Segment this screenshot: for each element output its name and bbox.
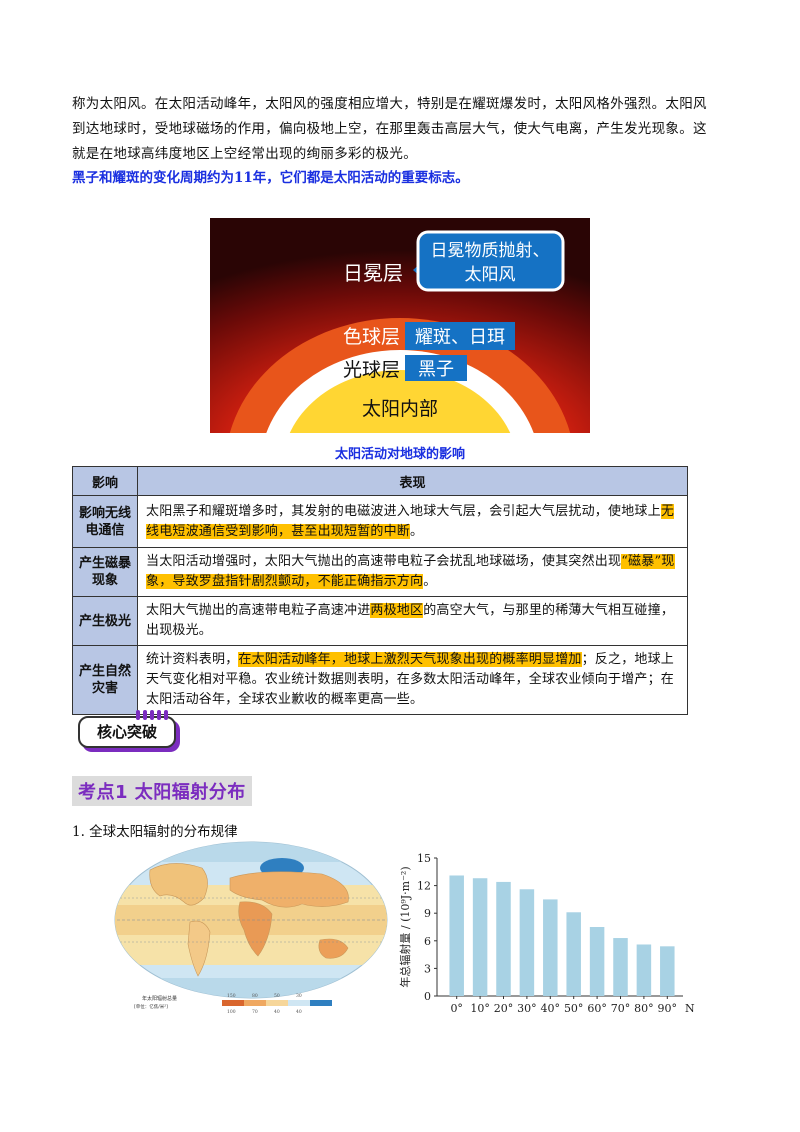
- corona-tag-box: [416, 230, 565, 292]
- world-radiation-map: 年太阳辐射总量 [单位：亿焦/米²] 150 80 50 30 100 70 4…: [114, 841, 388, 1015]
- corona-label: 日冕层: [343, 261, 403, 285]
- x-tick-label: 0°: [450, 1002, 463, 1015]
- eurasia: [229, 871, 349, 908]
- row-head: 产生极光: [72, 596, 138, 646]
- core-breakthrough-badge: 核心突破: [78, 710, 180, 752]
- column-header-effect: 表现: [137, 466, 688, 496]
- bar-70°: [613, 938, 628, 996]
- radiation-by-latitude-chart: 0 3 6 9 12 15 0° 10° 20° 30° 40° 50° 60° 70° 80° 90° N 年总…: [398, 852, 695, 1015]
- x-axis-end-label: N: [685, 1002, 695, 1015]
- table-row: 产生磁暴现象 当太阳活动增强时，太阳大气抛出的高速带电粒子会扰乱地球磁场，使其突…: [72, 547, 688, 597]
- bar-20°: [496, 881, 511, 996]
- chromosphere-label: 色球层: [343, 326, 400, 348]
- sun-interior: [289, 370, 511, 433]
- y-tick-label: 3: [424, 962, 431, 975]
- africa: [238, 901, 273, 957]
- highlight: 两极地区: [370, 603, 424, 618]
- svg-text:30: 30: [296, 993, 302, 999]
- table-row: 影响无线电通信 太阳黑子和耀斑增多时，其发射的电磁波进入地球大气层，会引起大气层…: [72, 495, 688, 548]
- svg-text:50: 50: [274, 993, 280, 999]
- intro-line-3: 就是在地球高纬度地区上空经常出现的绚丽多彩的极光。: [72, 146, 417, 162]
- row-body: 当太阳活动增强时，太阳大气抛出的高速带电粒子会扰乱地球磁场，使其突然出现“磁暴”…: [137, 547, 688, 597]
- svg-text:100: 100: [227, 1009, 236, 1015]
- map-legend: 年太阳辐射总量 [单位：亿焦/米²] 150 80 50 30 100 70 4…: [134, 993, 332, 1015]
- y-tick-label: 12: [417, 880, 431, 893]
- corona-tag-line1: 日冕物质抛射、: [431, 241, 550, 261]
- bar-80°: [636, 944, 652, 996]
- x-tick-label: 30°: [517, 1002, 537, 1015]
- table-header-row: 影响 表现: [72, 466, 688, 496]
- table-row: 产生极光 太阳大气抛出的高速带电粒子高速冲进两极地区的高空大气，与那里的稀薄大气…: [72, 596, 688, 646]
- row-body: 太阳黑子和耀斑增多时，其发射的电磁波进入地球大气层，会引起大气层扰动，使地球上无…: [137, 495, 688, 548]
- y-tick-label: 15: [417, 852, 431, 865]
- intro-line-2: 到达地球时，受地球磁场的作用，偏向极地上空，在那里轰击高层大气，使大气电离，产生…: [72, 121, 707, 137]
- x-tick-label: 20°: [494, 1002, 514, 1015]
- bar-0°: [449, 875, 464, 996]
- y-tick-label: 0: [424, 990, 431, 1003]
- key-point: 黑子和耀斑的变化周期约为11年，它们都是太阳活动的重要标志。: [72, 170, 469, 186]
- bar-90°: [660, 946, 675, 996]
- badge-label: 核心突破: [96, 723, 157, 741]
- x-tick-label: 90°: [658, 1002, 678, 1015]
- svg-text:80: 80: [252, 993, 258, 999]
- legend-title-1: 年太阳辐射总量: [142, 995, 177, 1002]
- bar-60°: [589, 927, 605, 996]
- bar-40°: [543, 899, 558, 996]
- chromosphere-tag: 耀斑、日珥: [415, 327, 505, 348]
- x-tick-label: 40°: [541, 1002, 561, 1015]
- impact-table: 影响 表现 影响无线电通信 太阳黑子和耀斑增多时，其发射的电磁波进入地球大气层，…: [72, 466, 688, 715]
- column-header-impact: 影响: [72, 466, 138, 496]
- bar-10°: [472, 878, 488, 996]
- row-head: 产生磁暴现象: [72, 547, 138, 597]
- interior-label: 太阳内部: [362, 398, 438, 420]
- y-tick-label: 6: [424, 935, 431, 948]
- row-body: 太阳大气抛出的高速带电粒子高速冲进两极地区的高空大气，与那里的稀薄大气相互碰撞，…: [137, 596, 688, 646]
- y-tick-label: 9: [424, 907, 431, 920]
- sun-layers-figure: 日冕物质抛射、 太阳风 日冕层 色球层 耀斑、日珥 光球层 黑子 太阳内部: [210, 218, 590, 433]
- photosphere-label: 光球层: [343, 359, 400, 381]
- subheading: 1. 全球太阳辐射的分布规律: [72, 824, 238, 840]
- svg-text:40: 40: [296, 1009, 302, 1015]
- photosphere-tag-box: [405, 355, 467, 381]
- row-body: 统计资料表明，在太阳活动峰年，地球上激烈天气现象出现的概率明显增加；反之，地球上…: [137, 645, 688, 715]
- legend-title-2: [单位：亿焦/米²]: [134, 1003, 168, 1010]
- corona-tag-line2: 太阳风: [465, 265, 516, 285]
- table-caption: 太阳活动对地球的影响: [334, 447, 465, 462]
- intro-line-1: 称为太阳风。在太阳活动峰年，太阳风的强度相应增大，特别是在耀斑爆发时，太阳风格外…: [72, 96, 707, 112]
- svg-text:70: 70: [252, 1009, 258, 1015]
- row-head: 产生自然灾害: [72, 645, 138, 715]
- svg-text:40: 40: [274, 1009, 280, 1015]
- south-america: [187, 920, 211, 977]
- x-tick-label: 50°: [564, 1002, 584, 1015]
- australia: [318, 938, 349, 959]
- x-tick-label: 10°: [470, 1002, 490, 1015]
- y-axis-label: 年总辐射量 / (10⁹J·m⁻²): [398, 866, 412, 987]
- row-head: 影响无线电通信: [72, 495, 138, 548]
- bar-50°: [566, 912, 581, 996]
- highlight: 在太阳活动峰年，地球上激烈天气现象出现的概率明显增加: [238, 652, 582, 667]
- svg-text:150: 150: [227, 993, 236, 999]
- north-america: [149, 863, 208, 906]
- x-tick-label: 60°: [587, 1002, 607, 1015]
- photosphere-tag: 黑子: [418, 359, 454, 380]
- x-tick-label: 70°: [611, 1002, 631, 1015]
- x-tick-label: 80°: [634, 1002, 654, 1015]
- chromosphere-tag-box: [405, 322, 515, 350]
- table-row: 产生自然灾害 统计资料表明，在太阳活动峰年，地球上激烈天气现象出现的概率明显增加…: [72, 645, 688, 715]
- section-title: 考点1 太阳辐射分布: [72, 776, 252, 806]
- bar-30°: [519, 889, 535, 996]
